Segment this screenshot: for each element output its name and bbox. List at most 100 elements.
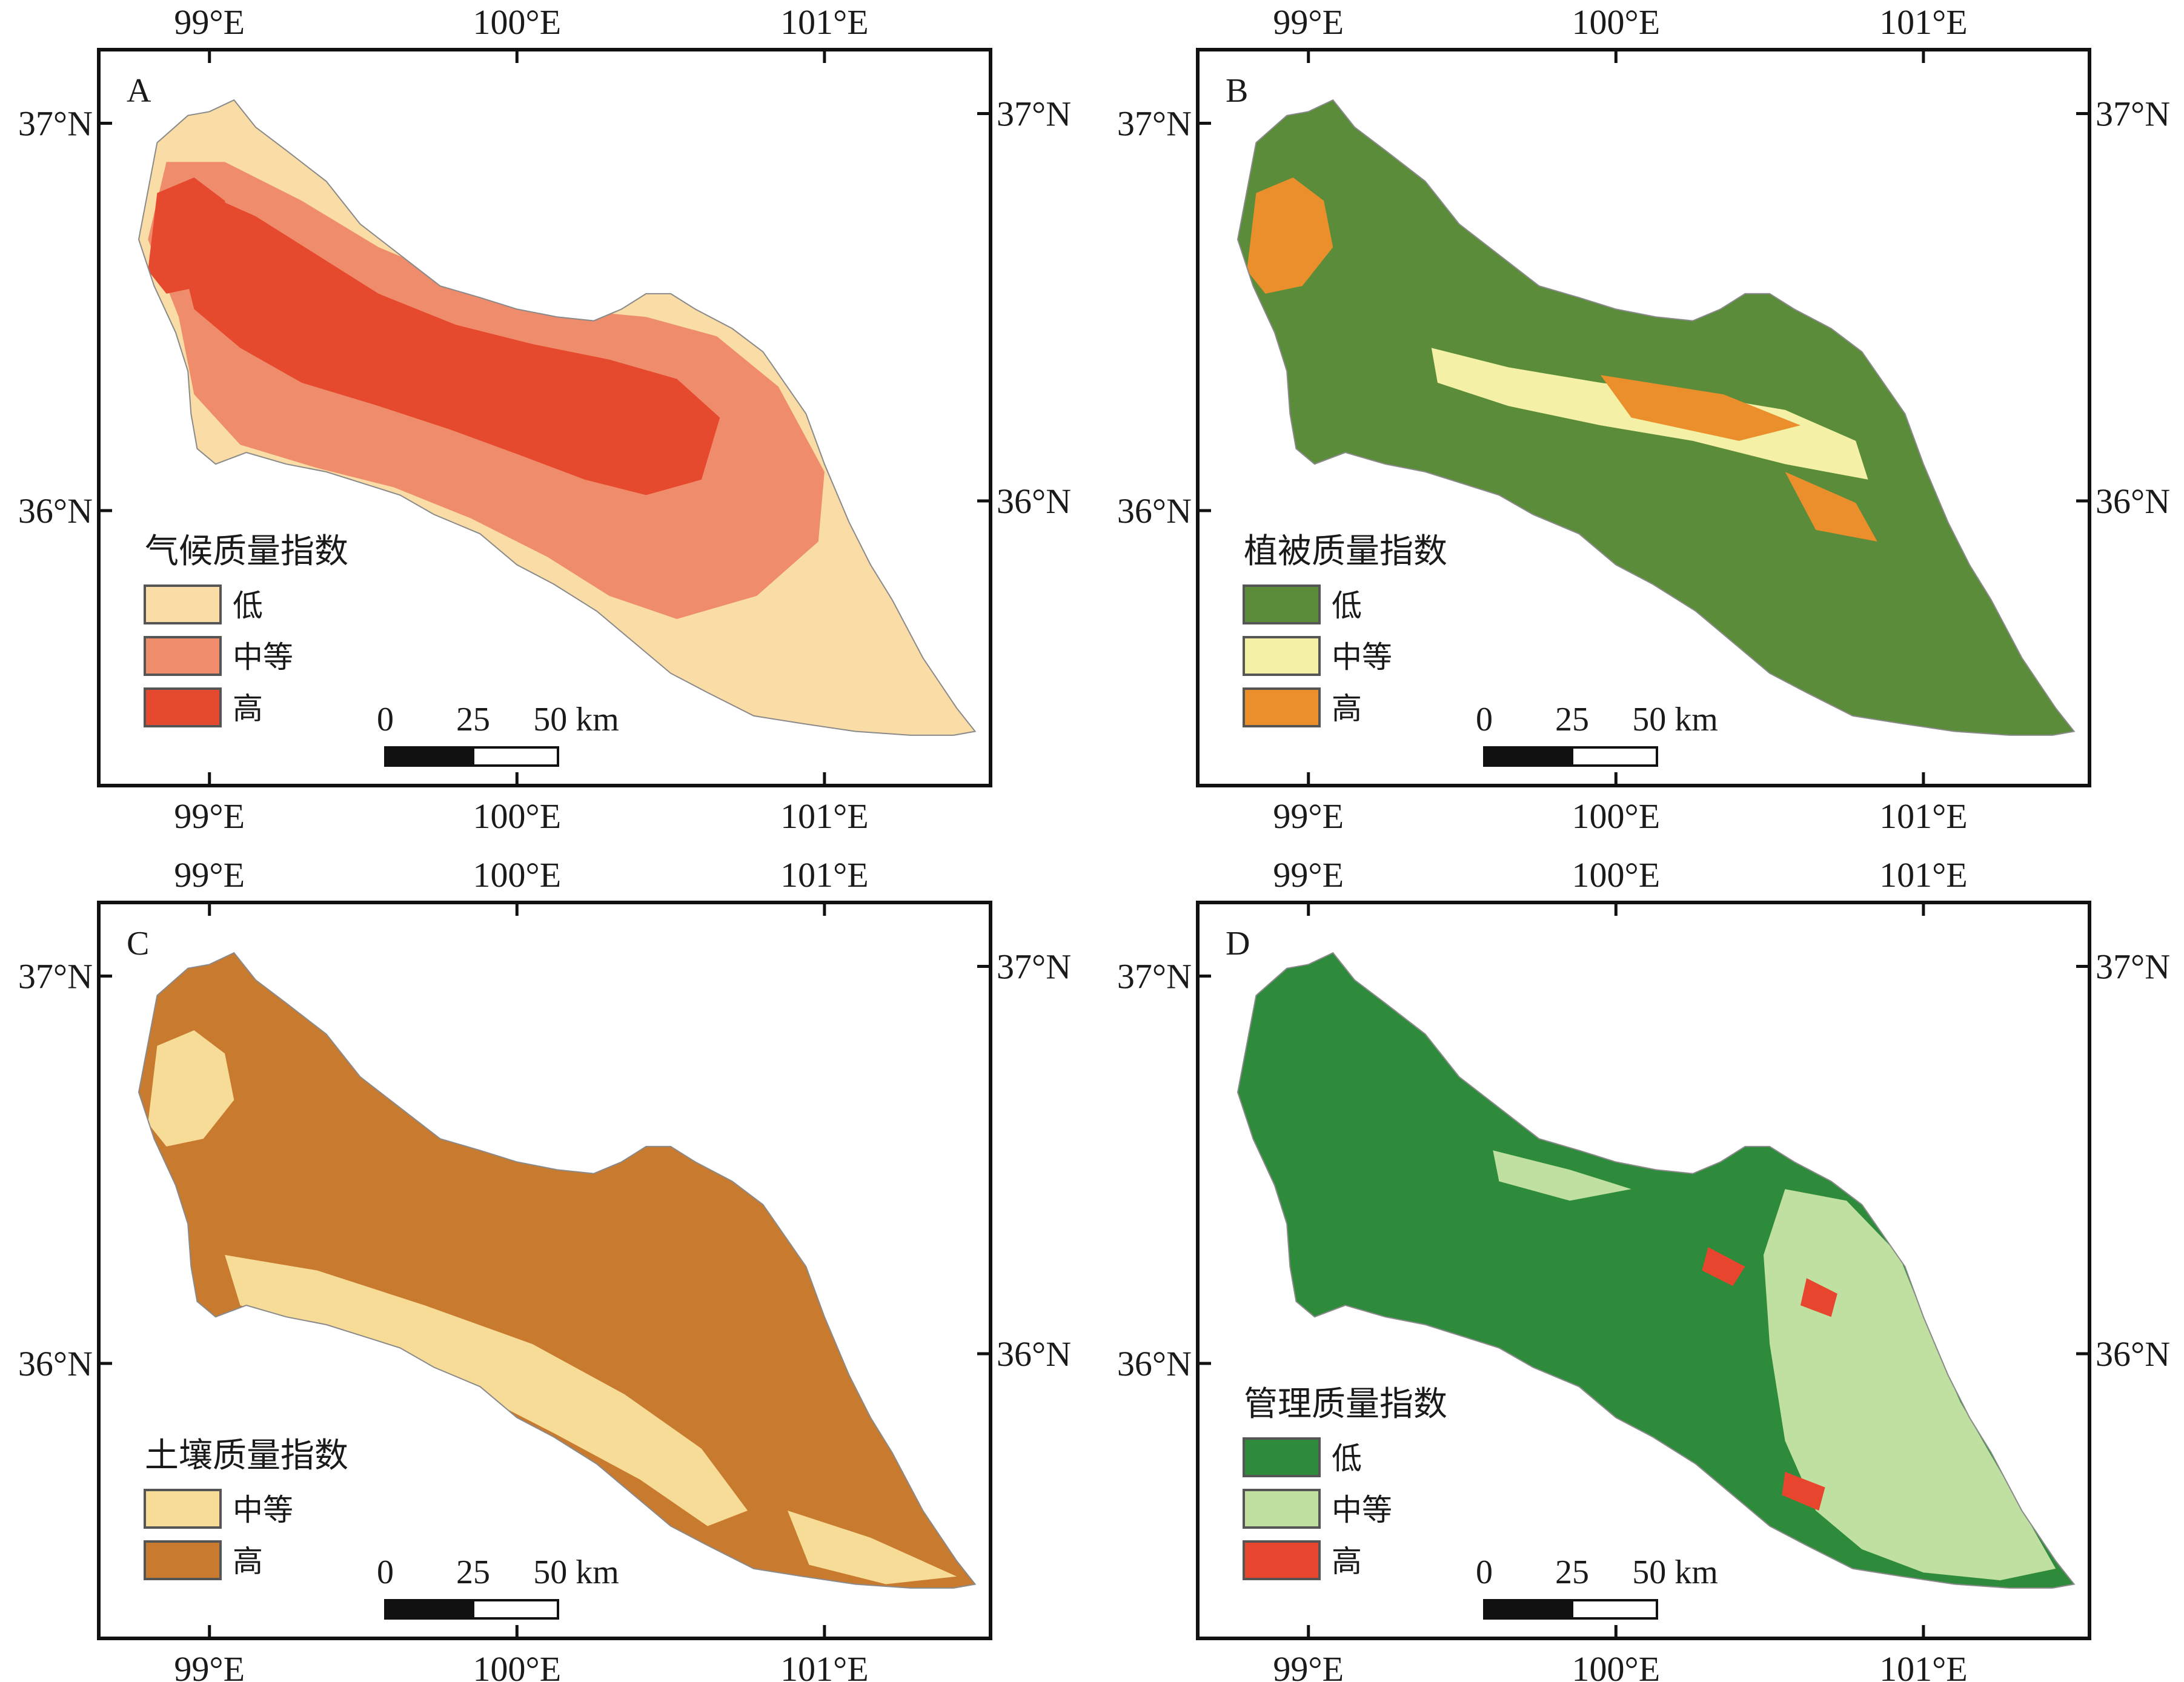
- panel-label: D: [1226, 925, 1250, 962]
- class-zone: [179, 193, 720, 495]
- lon-label-bottom: 99°E: [1273, 796, 1344, 836]
- lon-label-top: 99°E: [1273, 855, 1344, 895]
- lon-label-bottom: 100°E: [1572, 796, 1661, 836]
- scale-bar-label: 50 km: [533, 1554, 619, 1591]
- map-frame: [97, 48, 992, 787]
- map-panel-d: 99°E 99°E 100°E 100°E 101°E 101°E 37°N 37°N 36°N…: [1117, 855, 2170, 1682]
- panel-label: C: [127, 925, 149, 962]
- map-frame: [97, 901, 992, 1640]
- legend-swatch: [144, 636, 222, 676]
- scale-bar-label: 0: [377, 701, 394, 738]
- class-zone: [1800, 1278, 1837, 1317]
- scale-bar-outline: [1483, 1599, 1658, 1620]
- lon-label-top: 100°E: [1572, 855, 1661, 895]
- scale-bar-label: 25: [456, 1554, 490, 1591]
- legend-swatch: [1243, 1489, 1321, 1529]
- legend-swatch: [144, 1540, 222, 1580]
- scale-bar-label: 25: [456, 701, 490, 738]
- lat-label-left: 36°N: [18, 1344, 93, 1383]
- lon-label-top: 101°E: [1879, 2, 1968, 42]
- lon-label-bottom: 100°E: [473, 1649, 562, 1682]
- class-zones: [1493, 1150, 2056, 1581]
- scale-bar-label: 25: [1555, 701, 1589, 738]
- scale-bar: 0 25 50 km: [377, 701, 619, 767]
- class-zone: [1702, 1247, 1745, 1286]
- class-zone: [1247, 177, 1333, 294]
- lon-label-top: 100°E: [473, 855, 562, 895]
- scale-bar: 0 25 50 km: [377, 1554, 619, 1620]
- class-zone: [148, 1030, 234, 1147]
- legend-label: 高: [233, 691, 263, 726]
- watershed-area: [139, 953, 975, 1588]
- class-zone: [148, 177, 234, 294]
- lat-label-right: 37°N: [997, 94, 1071, 134]
- map-frame: [1196, 48, 2091, 787]
- scale-bar-label: 0: [1476, 701, 1493, 738]
- scale-bar-segment: [1484, 1600, 1572, 1618]
- lat-label-left: 37°N: [18, 104, 93, 144]
- class-zone: [225, 1254, 748, 1526]
- lon-label-top: 99°E: [174, 2, 245, 42]
- lat-label-left: 37°N: [1117, 957, 1192, 996]
- class-zones: [148, 162, 825, 619]
- scale-bar-segment: [385, 747, 473, 766]
- legend-title: 气候质量指数: [145, 532, 348, 571]
- lat-label-right: 36°N: [997, 1334, 1071, 1374]
- legend-title: 植被质量指数: [1244, 532, 1447, 571]
- scale-bar-segment: [1484, 747, 1572, 766]
- scale-bar-label: 50 km: [1632, 701, 1718, 738]
- class-zone: [1600, 375, 1801, 441]
- class-zone: [1785, 472, 1877, 542]
- lon-label-bottom: 101°E: [780, 1649, 869, 1682]
- scale-bar-segment: [385, 1600, 473, 1618]
- lon-label-bottom: 100°E: [473, 796, 562, 836]
- class-zone: [1764, 1189, 2056, 1581]
- lat-label-left: 36°N: [1117, 491, 1192, 531]
- lon-label-top: 101°E: [1879, 855, 1968, 895]
- scale-bar-segment: [472, 746, 559, 767]
- lat-label-left: 37°N: [18, 957, 93, 996]
- lon-label-bottom: 101°E: [1879, 796, 1968, 836]
- watershed-boundary: [138, 952, 977, 1589]
- lon-label-bottom: 101°E: [1879, 1649, 1968, 1682]
- scale-bar: 0 25 50 km: [1476, 701, 1718, 767]
- watershed-boundary: [1236, 952, 2076, 1589]
- panel-label: A: [127, 72, 151, 110]
- class-zone: [1493, 1150, 1631, 1201]
- legend-title: 管理质量指数: [1244, 1385, 1447, 1424]
- watershed-boundary: [138, 99, 977, 736]
- scale-bar-label: 0: [1476, 1554, 1493, 1591]
- map-frame: [1196, 901, 2091, 1640]
- legend-swatch: [144, 687, 222, 727]
- legend-swatch: [144, 584, 222, 624]
- legend-label: 中等: [1332, 1492, 1392, 1528]
- map-panel-c: 99°E 99°E 100°E 100°E 101°E 101°E 37°N 37°N 36°N…: [18, 855, 1071, 1682]
- scale-bar-label: 0: [377, 1554, 394, 1591]
- lat-label-right: 37°N: [2096, 94, 2170, 134]
- legend-label: 中等: [1332, 640, 1392, 675]
- legend-swatch: [1243, 636, 1321, 676]
- scale-bar-segment: [1571, 746, 1658, 767]
- legend-swatch: [1243, 687, 1321, 727]
- lat-label-right: 37°N: [2096, 947, 2170, 987]
- scale-bar-segment: [472, 1599, 559, 1620]
- lon-label-top: 100°E: [1572, 2, 1661, 42]
- lat-label-right: 36°N: [2096, 482, 2170, 521]
- lat-label-right: 37°N: [997, 947, 1071, 987]
- legend-swatch: [1243, 584, 1321, 624]
- lat-label-right: 36°N: [2096, 1334, 2170, 1374]
- legend-swatch: [1243, 1540, 1321, 1580]
- lat-label-right: 36°N: [997, 482, 1071, 521]
- legend-label: 低: [1332, 1441, 1362, 1476]
- lon-label-bottom: 100°E: [1572, 1649, 1661, 1682]
- class-zone: [1782, 1472, 1825, 1511]
- scale-bar-label: 50 km: [533, 701, 619, 738]
- lon-label-top: 101°E: [780, 2, 869, 42]
- class-zones: [148, 1030, 957, 1584]
- lon-label-top: 101°E: [780, 855, 869, 895]
- scale-bar: 0 25 50 km: [1476, 1554, 1718, 1620]
- map-panel-a: 99°E 99°E 100°E 100°E 101°E 101°E 37°N 37°N 36°N…: [18, 2, 1071, 836]
- lon-label-top: 99°E: [174, 855, 245, 895]
- panel-label: B: [1226, 72, 1248, 110]
